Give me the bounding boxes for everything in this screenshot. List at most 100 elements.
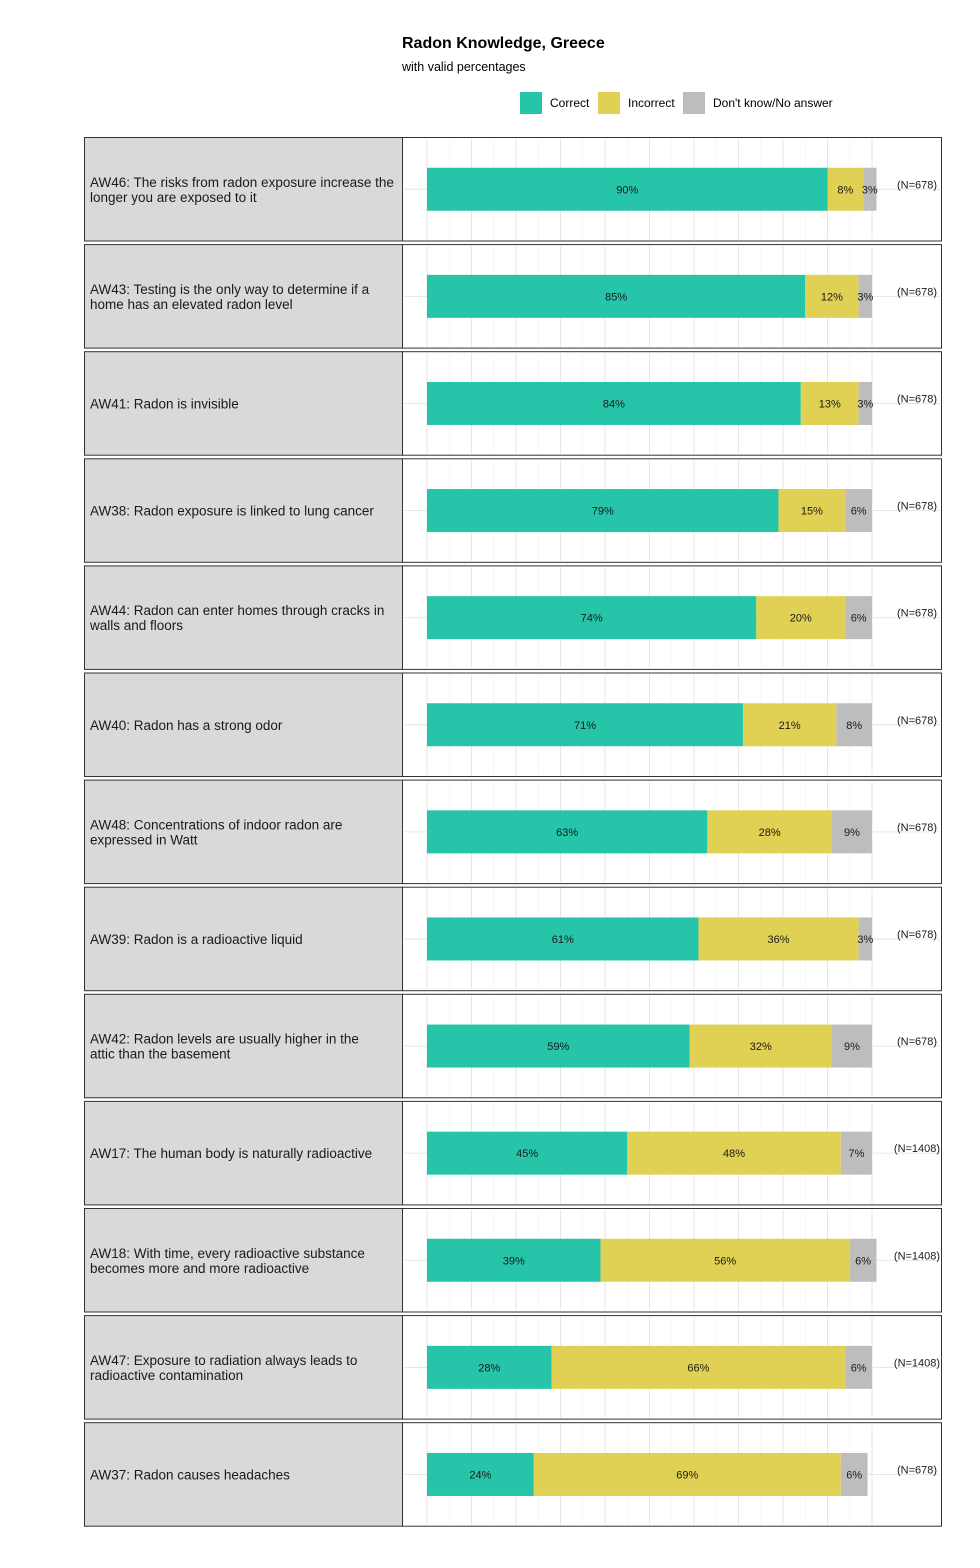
value-label-correct: 59%: [547, 1041, 569, 1053]
value-label-correct: 90%: [616, 184, 638, 196]
bar-correct: [427, 167, 828, 211]
facet-strip: [84, 1100, 403, 1206]
n-label: (N=678): [897, 822, 937, 834]
n-label: (N=678): [897, 286, 937, 298]
facet-strip: [84, 672, 403, 777]
facet-row: AW48: Concentrations of indoor radon are…: [84, 779, 942, 885]
bar-dont-know: [845, 1345, 872, 1389]
facet-strip: [84, 886, 403, 992]
facet-strip: [84, 458, 403, 563]
row-label: AW17: The human body is naturally radioa…: [90, 1146, 372, 1161]
facet-row: AW18: With time, every radioactive subst…: [84, 1208, 942, 1313]
bar-incorrect: [600, 1238, 850, 1282]
facet-strip: [84, 993, 403, 1099]
n-label: (N=1408): [894, 1250, 940, 1262]
value-label-dont-know: 8%: [846, 720, 862, 732]
bar-correct: [427, 381, 801, 425]
row-label: AW18: With time, every radioactive subst…: [90, 1246, 365, 1261]
row-label: AW38: Radon exposure is linked to lung c…: [90, 504, 374, 519]
value-label-correct: 84%: [603, 398, 625, 410]
chart-title: Radon Knowledge, Greece: [402, 35, 605, 52]
facet-strip: [84, 1422, 403, 1527]
bar-incorrect: [756, 596, 846, 640]
bar-incorrect: [689, 1024, 832, 1068]
row-label: longer you are exposed to it: [90, 190, 257, 205]
value-label-correct: 74%: [581, 613, 603, 625]
bar-dont-know: [858, 381, 872, 425]
row-label: walls and floors: [89, 618, 183, 633]
value-label-correct: 61%: [552, 934, 574, 946]
value-label-incorrect: 69%: [676, 1469, 698, 1481]
bar-dont-know: [858, 274, 872, 318]
value-label-dont-know: 7%: [848, 1148, 864, 1160]
bar-incorrect: [627, 1131, 841, 1175]
value-label-incorrect: 8%: [837, 184, 853, 196]
value-label-incorrect: 13%: [819, 398, 841, 410]
value-label-correct: 79%: [592, 506, 614, 518]
row-label: expressed in Watt: [90, 832, 198, 847]
bar-correct: [427, 1024, 690, 1068]
facet-row: AW17: The human body is naturally radioa…: [84, 1100, 942, 1206]
bar-incorrect: [827, 167, 864, 211]
facet-strip: [84, 1208, 403, 1313]
bar-correct: [427, 489, 779, 533]
bar-correct: [427, 810, 708, 854]
legend-swatch-dont-know: [683, 92, 705, 114]
facet-strip: [84, 1315, 403, 1420]
bar-dont-know: [858, 917, 872, 961]
bar-correct: [427, 596, 757, 640]
bar-dont-know: [845, 596, 872, 640]
bar-dont-know: [831, 810, 872, 854]
value-label-dont-know: 3%: [857, 934, 873, 946]
bar-incorrect: [551, 1345, 846, 1389]
bar-dont-know: [836, 703, 872, 747]
facet-row: AW39: Radon is a radioactive liquid 61% 36…: [84, 886, 942, 992]
n-label: (N=678): [897, 929, 937, 941]
row-label: AW42: Radon levels are usually higher in…: [90, 1032, 359, 1047]
value-label-dont-know: 6%: [846, 1469, 862, 1481]
bar-incorrect: [742, 703, 837, 747]
value-label-incorrect: 36%: [768, 934, 790, 946]
n-label: (N=678): [897, 393, 937, 405]
value-label-incorrect: 21%: [779, 720, 801, 732]
value-label-incorrect: 12%: [821, 291, 843, 303]
value-label-correct: 28%: [478, 1362, 500, 1374]
n-label: (N=1408): [894, 1357, 940, 1369]
row-label: AW40: Radon has a strong odor: [90, 718, 283, 733]
bar-incorrect: [707, 810, 832, 854]
row-label: AW46: The risks from radon exposure incr…: [90, 175, 394, 190]
legend-label-correct: Correct: [550, 96, 590, 110]
row-label: becomes more and more radioactive: [90, 1261, 309, 1276]
value-label-incorrect: 28%: [759, 827, 781, 839]
value-label-dont-know: 6%: [851, 613, 867, 625]
value-label-incorrect: 15%: [801, 506, 823, 518]
value-label-dont-know: 6%: [851, 1362, 867, 1374]
bar-incorrect: [698, 917, 859, 961]
value-label-dont-know: 3%: [862, 184, 878, 196]
legend-label-dont-know: Don't know/No answer: [713, 96, 833, 110]
bar-dont-know: [849, 1238, 877, 1282]
bar-correct: [427, 703, 743, 747]
bar-incorrect: [805, 274, 859, 318]
n-label: (N=678): [897, 608, 937, 620]
bar-correct: [427, 1131, 628, 1175]
row-label: AW41: Radon is invisible: [90, 396, 239, 411]
row-label: AW37: Radon causes headaches: [90, 1467, 290, 1482]
bar-correct: [427, 917, 699, 961]
bar-correct: [427, 1345, 552, 1389]
facet-row: AW41: Radon is invisible 84% 13% 3% (N=678): [84, 351, 942, 456]
row-label: AW39: Radon is a radioactive liquid: [90, 932, 303, 947]
value-label-incorrect: 66%: [687, 1362, 709, 1374]
legend-swatch-incorrect: [598, 92, 620, 114]
n-label: (N=678): [897, 501, 937, 513]
bar-dont-know: [840, 1452, 868, 1496]
facet-row: AW42: Radon levels are usually higher in…: [84, 993, 942, 1099]
facet-row: AW37: Radon causes headaches 24% 69% 6% (N=6…: [84, 1422, 942, 1527]
facet-row: AW46: The risks from radon exposure incr…: [84, 137, 942, 242]
n-label: (N=678): [897, 715, 937, 727]
facet-strip: [84, 244, 403, 349]
value-label-correct: 85%: [605, 291, 627, 303]
bar-dont-know: [863, 167, 877, 211]
value-label-incorrect: 20%: [790, 613, 812, 625]
chart-subtitle: with valid percentages: [402, 60, 526, 74]
